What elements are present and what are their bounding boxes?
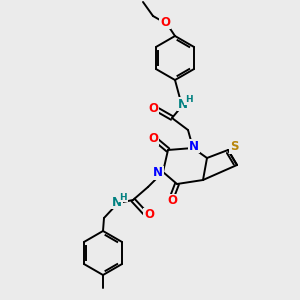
Text: N: N	[112, 196, 122, 208]
Text: H: H	[185, 95, 193, 104]
Text: N: N	[189, 140, 199, 152]
Text: O: O	[148, 133, 158, 146]
Text: O: O	[144, 208, 154, 221]
Text: O: O	[148, 103, 158, 116]
Text: O: O	[160, 16, 170, 28]
Text: N: N	[178, 98, 188, 110]
Text: S: S	[230, 140, 238, 154]
Text: H: H	[119, 193, 127, 202]
Text: O: O	[167, 194, 177, 208]
Text: N: N	[153, 167, 163, 179]
